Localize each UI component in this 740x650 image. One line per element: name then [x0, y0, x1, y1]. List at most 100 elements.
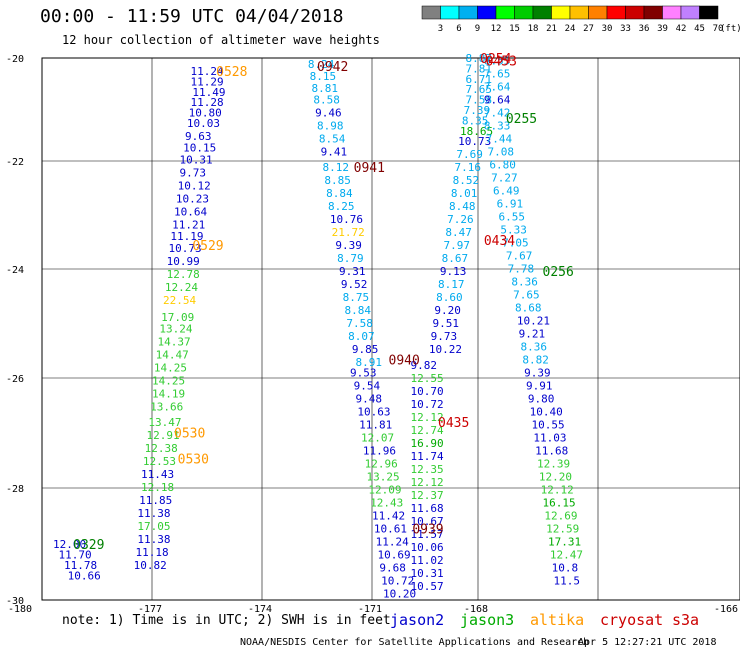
swh-value-label: 12.47 [550, 549, 583, 562]
pass-time-label: 0530 [178, 452, 209, 467]
swh-value-label: 13.47 [148, 416, 181, 429]
swh-value-label: 9.68 [379, 562, 406, 575]
swh-value-label: 9.53 [350, 367, 377, 380]
colorbar-swatch [606, 5, 626, 20]
swh-value-label: 9.13 [440, 265, 467, 278]
swh-value-label: 12.24 [165, 281, 198, 294]
y-tick-label: -20 [6, 54, 24, 65]
swh-value-label: 10.23 [176, 192, 209, 205]
swh-value-label: 11.96 [363, 445, 396, 458]
swh-value-label: 12.18 [141, 481, 174, 494]
swh-value-label: 11.38 [137, 533, 170, 546]
swh-value-label: 12.96 [365, 458, 398, 471]
swh-value-label: 12.20 [539, 471, 572, 484]
swh-value-label: 12.12 [411, 411, 444, 424]
swh-value-label: 11.68 [411, 502, 444, 515]
swh-value-label: 8.25 [328, 200, 355, 213]
swh-value-label: 7.26 [447, 213, 474, 226]
swh-value-label: 7.67 [506, 250, 533, 263]
colorbar-label: 27 [583, 24, 594, 34]
swh-value-label: 8.17 [438, 278, 465, 291]
swh-value-label: 16.15 [543, 497, 576, 510]
swh-value-label: 14.25 [152, 374, 185, 387]
plot-frame [41, 57, 740, 601]
swh-value-label: 12.69 [544, 510, 577, 523]
colorbar-swatch [514, 5, 534, 20]
colorbar-label: 18 [528, 24, 539, 34]
swh-value-label: 10.8 [552, 562, 579, 575]
swh-value-label: 13.24 [159, 322, 192, 335]
swh-value-label: 7.65 [513, 289, 540, 302]
swh-value-label: 10.06 [411, 541, 444, 554]
swh-value-label: 9.20 [434, 304, 461, 317]
x-tick-label: -171 [358, 604, 382, 615]
colorbar-label: 33 [620, 24, 631, 34]
swh-value-label: 12.53 [143, 455, 176, 468]
swh-value-label: 11.24 [191, 65, 224, 78]
swh-value-label: 8.84 [326, 187, 353, 200]
swh-value-label: 9.63 [185, 130, 212, 143]
legend-entry-cryosat: cryosat [600, 611, 663, 629]
swh-value-label: 8.47 [445, 226, 472, 239]
swh-value-label: 11.38 [137, 507, 170, 520]
swh-value-label: 11.5 [554, 575, 581, 588]
swh-value-label: 12.43 [370, 497, 403, 510]
footer-timestamp: Apr 5 12:27:21 UTC 2018 [578, 637, 716, 648]
swh-value-label: 10.73 [458, 135, 491, 148]
pass-time-label: 0255 [506, 112, 537, 127]
pass-time-label: 0434 [484, 234, 515, 249]
swh-value-label: 10.20 [383, 588, 416, 601]
swh-value-label: 9.46 [315, 107, 342, 120]
swh-value-label: 11.74 [411, 450, 444, 463]
pass-time-label: 0942 [317, 60, 348, 75]
swh-value-label: 8.36 [511, 276, 538, 289]
swh-value-label: 10.73 [169, 242, 202, 255]
colorbar-swatch [551, 5, 571, 20]
swh-value-label: 7.64 [484, 81, 511, 94]
colorbar-label: 45 [694, 24, 705, 34]
colorbar-label: 39 [657, 24, 668, 34]
pass-time-label: 0256 [543, 265, 574, 280]
swh-value-label: 12.00 [53, 538, 86, 551]
pass-time-label: 0435 [438, 416, 469, 431]
colorbar-label: 70 [713, 24, 724, 34]
colorbar-unit: (ft) [720, 24, 740, 34]
swh-value-label: 9.54 [354, 380, 381, 393]
swh-value-label: 12.59 [546, 523, 579, 536]
swh-value-label: 11.68 [535, 445, 568, 458]
swh-value-label: 13.66 [150, 400, 183, 413]
pass-time-label: 0254 [480, 52, 511, 67]
swh-value-label: 11.42 [372, 510, 405, 523]
swh-value-label: 12.09 [368, 484, 401, 497]
pass-time-label: 0940 [389, 354, 420, 369]
chart-subtitle: 12 hour collection of altimeter wave hei… [62, 33, 380, 47]
swh-value-label: 8.67 [442, 252, 469, 265]
swh-value-label: 11.03 [533, 432, 566, 445]
swh-value-label: 11.57 [411, 528, 444, 541]
swh-value-label: 12.91 [147, 429, 180, 442]
footer-credit: NOAA/NESDIS Center for Satellite Applica… [240, 637, 589, 648]
swh-value-label: 11.28 [191, 96, 224, 109]
colorbar-label: 15 [509, 24, 520, 34]
swh-value-label: 7.39 [464, 104, 491, 117]
swh-value-label: 12.12 [541, 484, 574, 497]
x-tick-label: -180 [8, 604, 32, 615]
legend-entry-s3a: s3a [672, 611, 699, 629]
swh-value-label: 7.81 [466, 62, 493, 75]
swh-value-label: 9.85 [352, 343, 379, 356]
swh-value-label: 8.52 [453, 174, 480, 187]
swh-value-label: 10.67 [411, 515, 444, 528]
x-tick-label: -177 [138, 604, 162, 615]
footer-note: note: 1) Time is in UTC; 2) SWH is in fe… [62, 613, 391, 628]
swh-value-label: 9.64 [484, 94, 511, 107]
colorbar-swatch [643, 5, 663, 20]
swh-value-label: 8.84 [345, 304, 372, 317]
swh-value-label: 9.51 [433, 317, 460, 330]
swh-value-label: 10.64 [174, 205, 207, 218]
colorbar-label: 24 [565, 24, 576, 34]
swh-value-label: 10.55 [532, 419, 565, 432]
colorbar-label: 6 [456, 24, 461, 34]
pass-time-label: 0528 [216, 65, 247, 80]
swh-value-label: 8.81 [312, 82, 339, 95]
colorbar-label: 30 [602, 24, 613, 34]
